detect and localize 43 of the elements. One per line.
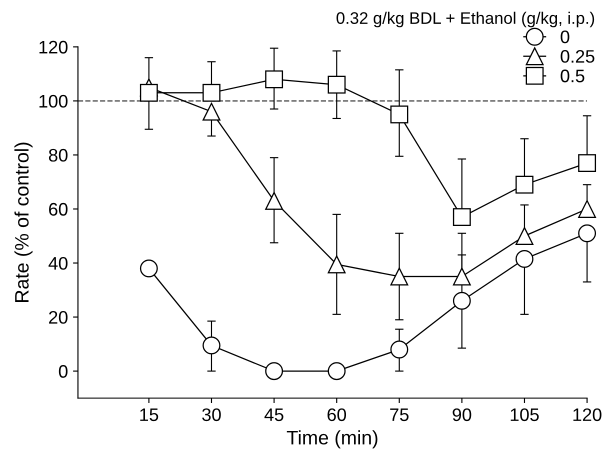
- point: [578, 200, 596, 218]
- legend-label: 0.25: [560, 50, 594, 63]
- y-tick-label: 0: [58, 365, 68, 378]
- y-axis-title: Rate (% of control): [14, 142, 33, 302]
- point: [390, 340, 408, 358]
- x-tick-label: 45: [264, 408, 284, 422]
- point: [202, 336, 220, 354]
- y-tick-label: 20: [49, 311, 68, 324]
- point: [578, 154, 596, 172]
- x-tick-label: 15: [140, 408, 158, 422]
- x-tick-label: 75: [390, 408, 409, 422]
- y-tick-label: 60: [49, 202, 68, 216]
- point: [328, 362, 346, 380]
- point: [390, 105, 408, 124]
- x-tick-label: 105: [510, 408, 539, 422]
- x-tick-label: 120: [573, 408, 602, 422]
- point: [516, 227, 534, 245]
- point: [265, 70, 284, 88]
- x-tick-label: 30: [202, 408, 221, 422]
- point: [452, 208, 471, 226]
- legend-label: 0.5: [560, 70, 584, 82]
- legend-label: 0: [560, 30, 570, 44]
- point: [578, 224, 596, 242]
- y-tick-label: 120: [39, 40, 68, 54]
- point: [516, 176, 534, 194]
- y-tick-label: 100: [39, 94, 68, 108]
- point: [202, 102, 220, 121]
- point: [328, 76, 346, 94]
- point: [328, 255, 346, 274]
- x-tick-label: 90: [452, 408, 472, 422]
- x-tick-label: 60: [328, 408, 346, 422]
- point: [452, 292, 471, 310]
- point: [390, 268, 408, 286]
- point: [265, 192, 284, 210]
- x-axis-title: Time (min): [286, 430, 378, 448]
- legend-title: 0.32 g/kg BDL + Ethanol (g/kg, i.p.): [336, 12, 594, 28]
- point: [202, 84, 220, 102]
- point: [140, 84, 158, 102]
- point: [265, 362, 284, 380]
- y-tick-label: 40: [48, 256, 68, 270]
- y-tick-label: 80: [48, 148, 68, 162]
- point: [452, 268, 471, 286]
- point: [516, 250, 534, 268]
